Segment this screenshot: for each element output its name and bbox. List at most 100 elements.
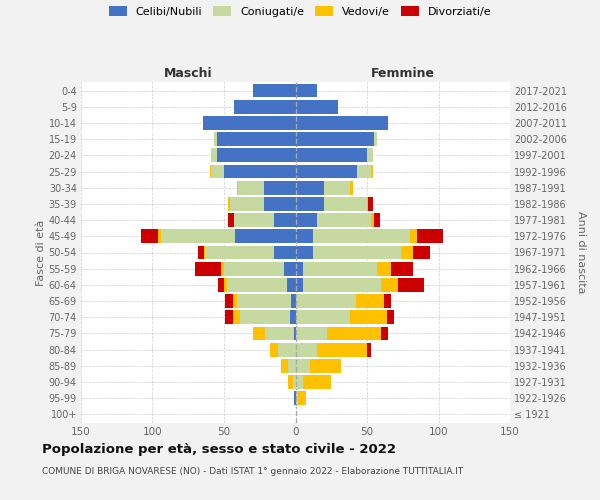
Bar: [398, 278, 424, 292]
Bar: [217, 148, 296, 162]
Bar: [224, 164, 296, 178]
Bar: [196, 262, 221, 276]
Bar: [211, 164, 224, 178]
Bar: [234, 100, 296, 114]
Bar: [296, 262, 302, 276]
Bar: [296, 294, 356, 308]
Bar: [374, 213, 380, 227]
Y-axis label: Anni di nascita: Anni di nascita: [575, 211, 586, 294]
Bar: [224, 278, 227, 292]
Bar: [371, 213, 374, 227]
Bar: [158, 230, 161, 243]
Bar: [205, 246, 274, 260]
Bar: [233, 310, 240, 324]
Bar: [228, 213, 234, 227]
Bar: [284, 262, 296, 276]
Bar: [253, 84, 296, 98]
Bar: [270, 343, 278, 356]
Bar: [265, 326, 294, 340]
Bar: [204, 246, 205, 260]
Bar: [296, 213, 317, 227]
Bar: [264, 197, 296, 211]
Bar: [296, 343, 317, 356]
Bar: [221, 262, 224, 276]
Text: Femmine: Femmine: [371, 67, 435, 80]
Bar: [327, 326, 382, 340]
Bar: [296, 197, 324, 211]
Bar: [324, 181, 350, 194]
Bar: [302, 278, 382, 292]
Bar: [324, 197, 367, 211]
Bar: [141, 230, 158, 243]
Bar: [382, 278, 398, 292]
Bar: [237, 181, 238, 194]
Bar: [350, 310, 387, 324]
Bar: [210, 164, 211, 178]
Bar: [287, 278, 296, 292]
Text: COMUNE DI BRIGA NOVARESE (NO) - Dati ISTAT 1° gennaio 2022 - Elaborazione TUTTIT: COMUNE DI BRIGA NOVARESE (NO) - Dati IST…: [42, 466, 463, 475]
Bar: [384, 294, 391, 308]
Bar: [391, 262, 413, 276]
Bar: [410, 230, 417, 243]
Bar: [413, 246, 430, 260]
Y-axis label: Fasce di età: Fasce di età: [35, 220, 46, 286]
Bar: [350, 181, 353, 194]
Bar: [274, 213, 296, 227]
Bar: [226, 294, 233, 308]
Bar: [296, 326, 327, 340]
Bar: [237, 294, 291, 308]
Bar: [367, 343, 371, 356]
Bar: [296, 359, 310, 372]
Bar: [310, 359, 341, 372]
Bar: [296, 148, 367, 162]
Bar: [233, 294, 237, 308]
Bar: [278, 343, 296, 356]
Bar: [296, 100, 338, 114]
Bar: [296, 246, 313, 260]
Bar: [203, 116, 296, 130]
Bar: [296, 116, 388, 130]
Bar: [298, 392, 305, 405]
Bar: [289, 375, 293, 389]
Bar: [367, 197, 368, 211]
Text: Maschi: Maschi: [164, 67, 212, 80]
Bar: [382, 326, 388, 340]
Bar: [377, 262, 391, 276]
Bar: [238, 181, 264, 194]
Bar: [387, 310, 394, 324]
Bar: [296, 132, 374, 146]
Bar: [357, 164, 371, 178]
Bar: [226, 310, 233, 324]
Bar: [296, 164, 357, 178]
Bar: [296, 375, 302, 389]
Bar: [274, 246, 296, 260]
Bar: [294, 392, 296, 405]
Bar: [211, 148, 217, 162]
Bar: [313, 230, 410, 243]
Bar: [296, 392, 298, 405]
Bar: [374, 132, 377, 146]
Bar: [313, 246, 401, 260]
Bar: [227, 278, 287, 292]
Bar: [417, 230, 443, 243]
Bar: [217, 132, 296, 146]
Bar: [296, 278, 302, 292]
Bar: [401, 246, 413, 260]
Bar: [240, 310, 290, 324]
Bar: [302, 375, 331, 389]
Bar: [198, 246, 204, 260]
Bar: [228, 197, 230, 211]
Bar: [296, 310, 350, 324]
Legend: Celibi/Nubili, Coniugati/e, Vedovi/e, Divorziati/e: Celibi/Nubili, Coniugati/e, Vedovi/e, Di…: [109, 6, 491, 16]
Bar: [234, 213, 274, 227]
Bar: [253, 326, 265, 340]
Text: Popolazione per età, sesso e stato civile - 2022: Popolazione per età, sesso e stato civil…: [42, 442, 396, 456]
Bar: [302, 262, 377, 276]
Bar: [264, 181, 296, 194]
Bar: [291, 294, 296, 308]
Bar: [235, 230, 296, 243]
Bar: [368, 197, 373, 211]
Bar: [218, 278, 224, 292]
Bar: [356, 294, 384, 308]
Bar: [230, 197, 264, 211]
